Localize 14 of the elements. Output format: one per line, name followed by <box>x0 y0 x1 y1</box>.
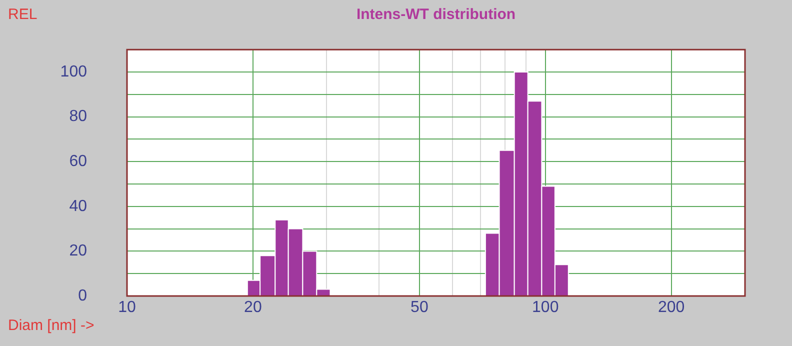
x-tick-label: 100 <box>532 299 559 316</box>
x-axis-title: Diam [nm] -> <box>8 317 95 334</box>
x-tick-label: 10 <box>118 299 136 316</box>
y-tick-label: 100 <box>60 63 88 80</box>
x-tick-label: 200 <box>658 299 685 316</box>
chart-title: Intens-WT distribution <box>356 6 516 24</box>
x-tick-label: 50 <box>410 299 428 316</box>
y-tick-label: 40 <box>69 198 88 215</box>
y-tick-label: 0 <box>78 287 88 304</box>
x-tick-label: 20 <box>244 299 262 316</box>
y-tick-label: 80 <box>69 108 88 126</box>
y-axis-title: REL <box>8 6 38 24</box>
y-tick-label: 20 <box>69 242 88 260</box>
y-tick-label: 60 <box>69 153 88 170</box>
